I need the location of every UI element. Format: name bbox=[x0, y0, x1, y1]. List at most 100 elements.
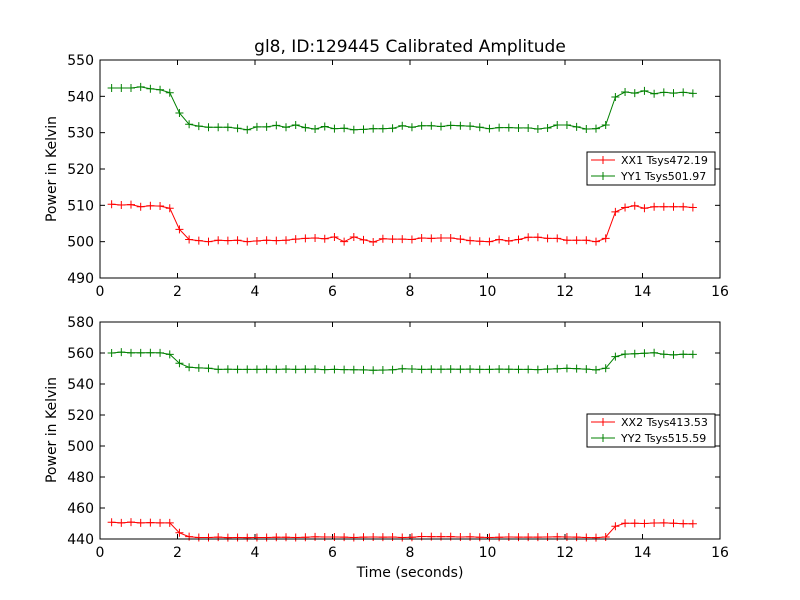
top-plot-frame bbox=[99, 59, 721, 279]
top-legend-label-yy1: YY1 Tsys501.97 bbox=[620, 170, 706, 183]
top-series-1-point bbox=[214, 123, 223, 132]
bottom-series-1-point bbox=[475, 365, 484, 374]
bottom-y-tick-label: 500 bbox=[67, 439, 94, 455]
top-series-1-point bbox=[291, 121, 300, 130]
bottom-series-0-point bbox=[272, 533, 281, 542]
top-series-1-point bbox=[562, 121, 571, 130]
bottom-series-0-point bbox=[533, 533, 542, 542]
top-series-1-point bbox=[621, 87, 630, 96]
bottom-x-tick-label: 16 bbox=[711, 545, 729, 561]
bottom-series-0-point bbox=[204, 533, 213, 542]
top-series-1-point bbox=[543, 123, 552, 132]
bottom-series-1-point bbox=[504, 365, 513, 374]
bottom-series-0-point bbox=[388, 532, 397, 541]
bottom-x-tick-label: 2 bbox=[173, 545, 182, 561]
top-series-0-point bbox=[475, 237, 484, 246]
top-series-0-point bbox=[601, 234, 610, 243]
bottom-series-1-point bbox=[378, 366, 387, 375]
bottom-series-1-point bbox=[601, 364, 610, 373]
top-series-0-point bbox=[330, 232, 339, 241]
top-series-group bbox=[107, 82, 697, 247]
bottom-series-0-point bbox=[650, 519, 659, 528]
top-series-0-point bbox=[533, 233, 542, 242]
top-series-1-point bbox=[233, 124, 242, 133]
bottom-series-0-point bbox=[359, 533, 368, 542]
bottom-legend-marker-yy2 bbox=[599, 434, 607, 442]
bottom-series-1-point bbox=[194, 363, 203, 372]
top-series-0-point bbox=[311, 234, 320, 243]
top-series-1-point bbox=[572, 122, 581, 131]
bottom-series-0-point bbox=[495, 533, 504, 542]
top-legend-marker-xx1 bbox=[599, 156, 607, 164]
top-series-0-point bbox=[514, 235, 523, 244]
top-series-0-point bbox=[194, 236, 203, 245]
bottom-series-1-point bbox=[495, 365, 504, 374]
bottom-series-0-point bbox=[107, 518, 116, 527]
bottom-series-1-point bbox=[437, 365, 445, 374]
top-chart-panel: gl8, ID:129445 Calibrated Amplitude Powe… bbox=[44, 37, 729, 300]
top-series-0-point bbox=[262, 236, 271, 245]
bottom-x-tick-label: 0 bbox=[96, 545, 105, 561]
bottom-series-0-point bbox=[659, 518, 668, 527]
bottom-series-1-point bbox=[669, 350, 678, 359]
top-x-tick-label: 8 bbox=[406, 284, 415, 300]
top-series-1-point bbox=[378, 124, 387, 133]
top-series-1-point bbox=[514, 123, 523, 132]
top-series-0-point bbox=[272, 236, 281, 245]
bottom-series-1-point bbox=[204, 364, 213, 373]
bottom-series-0-point bbox=[349, 533, 358, 542]
bottom-series-1-point bbox=[127, 348, 135, 357]
top-y-tick-label: 520 bbox=[67, 162, 94, 178]
top-y-tick-label: 550 bbox=[67, 53, 94, 69]
top-legend-box bbox=[586, 151, 716, 186]
bottom-series-1-point bbox=[524, 365, 533, 374]
bottom-series-1-point bbox=[533, 365, 542, 374]
top-series-0-point bbox=[301, 234, 310, 243]
top-series-0-point bbox=[495, 235, 504, 244]
top-series-1-point bbox=[330, 124, 339, 133]
top-series-1-point bbox=[533, 125, 542, 134]
bottom-series-1-point bbox=[456, 365, 465, 374]
bottom-series-1-point bbox=[640, 349, 649, 358]
top-series-1-point bbox=[204, 123, 213, 132]
bottom-legend-label-yy2: YY2 Tsys515.59 bbox=[620, 432, 706, 445]
top-series-1-point bbox=[194, 122, 203, 131]
bottom-series-0-point bbox=[233, 533, 242, 542]
bottom-series-1-point bbox=[262, 365, 271, 374]
bottom-legend-box bbox=[586, 413, 716, 448]
top-axis-ticks: 0 2 4 6 8 10 12 14 16 490 500 510 520 530 540 550 bbox=[67, 53, 729, 300]
top-series-0-point bbox=[146, 201, 155, 210]
bottom-series-1-point bbox=[572, 364, 581, 373]
bottom-y-tick-label: 560 bbox=[67, 346, 94, 362]
bottom-series-0-point bbox=[601, 532, 610, 541]
bottom-y-tick-label: 520 bbox=[67, 408, 94, 424]
bottom-series-0-point bbox=[301, 533, 310, 542]
top-series-0-point bbox=[407, 235, 416, 244]
top-series-0-point bbox=[669, 202, 678, 211]
bottom-series-0-point bbox=[456, 532, 465, 541]
top-series-0-point bbox=[388, 235, 397, 244]
bottom-x-axis-label: Time (seconds) bbox=[356, 565, 464, 581]
top-series-0-point bbox=[175, 225, 184, 234]
top-y-tick-label: 540 bbox=[67, 89, 94, 105]
bottom-series-1-point bbox=[340, 365, 349, 374]
bottom-series-1-point bbox=[582, 365, 591, 374]
top-series-1-point bbox=[398, 121, 407, 130]
bottom-series-0-point bbox=[621, 519, 630, 528]
top-series-1-point bbox=[136, 82, 145, 91]
top-x-tick-label: 6 bbox=[328, 284, 337, 300]
top-series-0-point bbox=[243, 237, 252, 246]
bottom-y-tick-label: 480 bbox=[67, 470, 94, 486]
bottom-series-1-point bbox=[349, 365, 358, 374]
bottom-series-0-point bbox=[485, 533, 494, 542]
top-series-0-point bbox=[214, 236, 223, 245]
top-x-tick-label: 4 bbox=[251, 284, 260, 300]
top-series-1-point bbox=[407, 123, 416, 132]
top-series-1-point bbox=[262, 122, 271, 131]
top-series-0-point bbox=[427, 234, 436, 243]
bottom-series-0-point bbox=[165, 518, 174, 527]
top-series-1-point bbox=[630, 89, 639, 98]
top-series-0-point bbox=[165, 204, 174, 213]
bottom-series-1-point bbox=[417, 365, 426, 374]
